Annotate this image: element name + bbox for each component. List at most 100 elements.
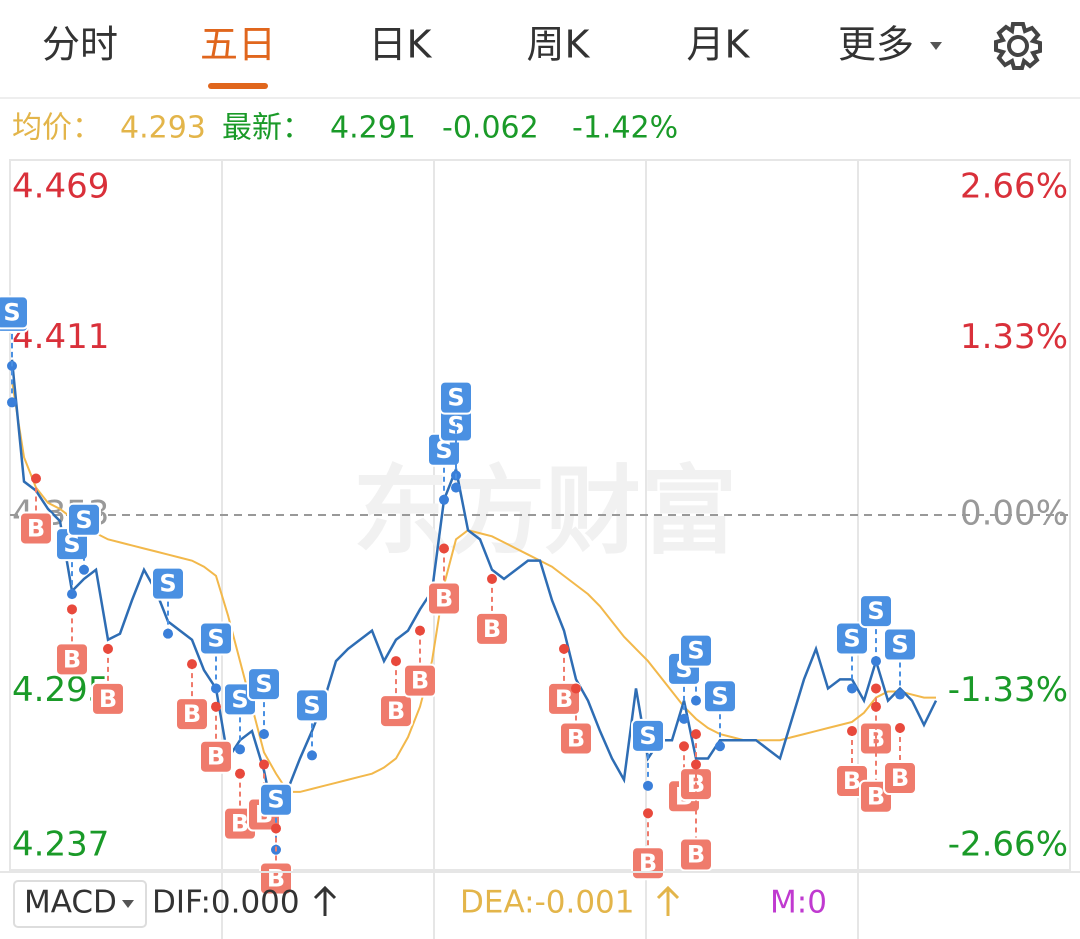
signal-dot: [187, 659, 197, 670]
signal-dot: [847, 726, 857, 737]
avg-value: 4.293: [120, 111, 206, 146]
signal-label: B: [27, 514, 45, 542]
signal-badge: [679, 837, 713, 872]
tab-bar: 分时 五日 日K 周K 月K 更多: [42, 22, 1042, 89]
signal-badge: [859, 594, 893, 629]
signal-dot: [847, 683, 857, 694]
signal-badge: [679, 633, 713, 668]
signal-label: S: [231, 685, 248, 713]
indicator-name[interactable]: MACD: [24, 885, 117, 921]
y2-tick-label: 0.00%: [960, 494, 1068, 534]
tab[interactable]: 分时: [42, 23, 118, 67]
dropdown-arrow: [122, 900, 134, 908]
signal-label: B: [891, 764, 909, 792]
watermark: 东方财富: [353, 455, 737, 567]
y2-tick-label: -1.33%: [948, 670, 1068, 710]
signal-dot: [67, 604, 77, 615]
indicator-select[interactable]: [13, 880, 147, 928]
signal-badge: [175, 697, 209, 732]
signal-label: S: [159, 570, 176, 598]
signal-badge: [91, 681, 125, 716]
signal-badge: [379, 694, 413, 729]
signal-dot: [559, 643, 569, 654]
signal-dot: [871, 701, 881, 712]
signal-label: S: [207, 624, 224, 652]
signal-dot: [307, 750, 317, 761]
y-tick-label: 4.237: [12, 825, 109, 865]
signal-dot: [679, 741, 689, 752]
signal-dot: [571, 683, 581, 694]
last-value: 4.291: [330, 111, 416, 146]
dea: DEA:-0.001: [460, 885, 635, 921]
signal-badge: [295, 688, 329, 723]
dif: DIF:0.000: [152, 885, 300, 921]
signal-label: B: [843, 767, 861, 795]
signal-dot: [715, 741, 725, 752]
tab[interactable]: 日K: [369, 23, 433, 67]
price-line: [10, 359, 938, 829]
signal-label: B: [867, 783, 885, 811]
signal-dot: [211, 701, 221, 712]
signal-badge: [55, 642, 89, 677]
m: M:0: [770, 885, 827, 921]
signal-dot: [235, 768, 245, 779]
signal-label: B: [555, 685, 573, 713]
signal-label: B: [231, 810, 249, 838]
y2-tick-label: 2.66%: [960, 167, 1068, 207]
signal-dot: [211, 683, 221, 694]
signal-label: S: [447, 384, 464, 412]
signal-label: S: [303, 691, 320, 719]
tab-active[interactable]: 五日: [200, 23, 276, 67]
signal-badge: [67, 502, 101, 537]
indicator-bar: MACD DIF:0.000 DEA:-0.001 M:0: [13, 880, 827, 928]
dropdown-arrow: [930, 42, 942, 50]
signal-dot: [451, 482, 461, 493]
signal-dot: [163, 628, 173, 639]
signal-label: S: [711, 682, 728, 710]
signal-dot: [103, 643, 113, 654]
tab[interactable]: 周K: [527, 23, 591, 67]
signal-label: B: [687, 841, 705, 869]
signal-dot: [271, 823, 281, 834]
signal-label: B: [483, 615, 501, 643]
signal-label: S: [255, 670, 272, 698]
signal-badge: [247, 667, 281, 702]
up-arrow: [313, 885, 337, 916]
signal-dot: [679, 713, 689, 724]
signal-badge: [703, 679, 737, 714]
signal-badge: [835, 621, 869, 656]
signal-label: S: [843, 624, 860, 652]
signal-dot: [259, 729, 269, 740]
y2-tick-label: -2.66%: [948, 825, 1068, 865]
tab[interactable]: 月K: [687, 23, 751, 67]
change: -0.062: [442, 111, 539, 146]
signal-dot: [439, 543, 449, 554]
tab-underline: [208, 83, 268, 89]
signal-badge: [199, 739, 233, 774]
settings-icon[interactable]: [994, 22, 1042, 70]
signal-badge: [475, 611, 509, 646]
signal-label: B: [183, 700, 201, 728]
signal-label: B: [99, 685, 117, 713]
signal-label: B: [207, 743, 225, 771]
signal-dot: [871, 656, 881, 667]
signal-badge: [151, 566, 185, 601]
signal-label: S: [891, 631, 908, 659]
signal-dot: [895, 689, 905, 700]
signal-badge: [259, 861, 293, 896]
tab[interactable]: 更多: [838, 23, 914, 67]
signal-badge: [883, 627, 917, 662]
signal-label: B: [411, 667, 429, 695]
signal-dot: [391, 656, 401, 667]
signal-badge: [0, 295, 29, 330]
signal-dot: [67, 589, 77, 600]
signal-label: S: [435, 436, 452, 464]
signal-badge: [631, 718, 665, 753]
signal-badge: [259, 782, 293, 817]
avg-line: [11, 380, 936, 793]
signal-label: B: [435, 584, 453, 612]
signal-dot: [79, 564, 89, 575]
signal-label: S: [75, 506, 92, 534]
signal-dot: [31, 473, 41, 484]
